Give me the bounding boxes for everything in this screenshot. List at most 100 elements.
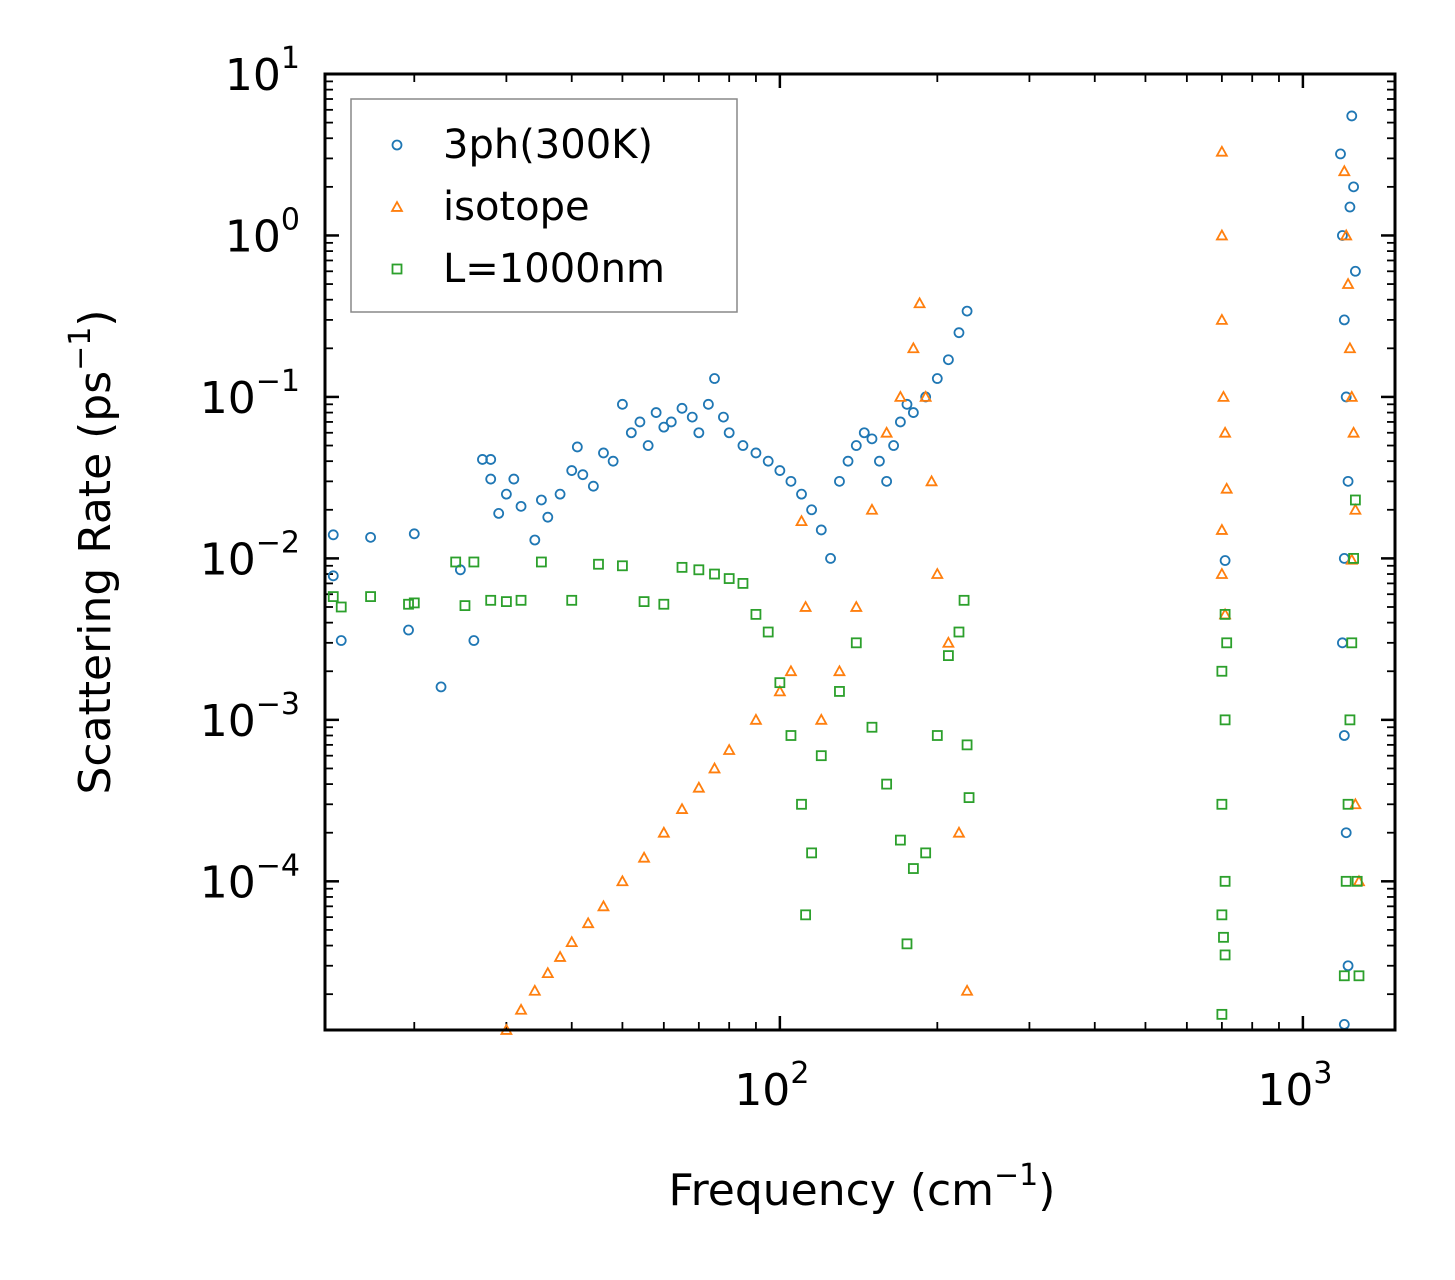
point-0-20: [566, 465, 578, 476]
point-0-62: [942, 354, 954, 366]
point-2-30: [834, 686, 845, 697]
point-0-40: [737, 440, 749, 451]
point-0-74: [1342, 960, 1354, 972]
point-0-6: [435, 681, 447, 693]
point-1-6: [581, 916, 595, 929]
point-0-23: [587, 480, 599, 492]
y-tick-label-base: 10: [225, 50, 281, 101]
point-0-65: [1335, 148, 1346, 160]
point-0-1: [327, 570, 339, 582]
point-1-34: [1215, 144, 1229, 157]
point-1-21: [832, 664, 846, 677]
point-0-24: [598, 447, 609, 459]
point-0-52: [858, 427, 870, 439]
x-axis-title-tail: ): [1038, 1165, 1055, 1216]
point-2-36: [907, 863, 919, 874]
legend-label-3ph: 3ph(300K): [443, 122, 653, 168]
point-2-62: [1351, 875, 1363, 887]
point-0-43: [774, 465, 786, 476]
y-tick-label-exp: −4: [256, 848, 300, 883]
point-2-56: [1342, 798, 1354, 810]
y-axis-title: Scattering Rate (ps−1): [63, 309, 121, 794]
point-2-16: [658, 598, 670, 610]
point-2-44: [1216, 909, 1228, 921]
point-0-10: [485, 454, 497, 465]
point-0-33: [676, 402, 688, 414]
point-1-38: [1218, 425, 1232, 438]
point-2-42: [961, 739, 973, 751]
point-0-79: [1344, 201, 1356, 213]
y-tick-label-exp: 0: [281, 202, 300, 237]
point-2-54: [1338, 970, 1350, 982]
point-2-2: [365, 591, 376, 602]
point-0-14: [508, 473, 520, 485]
point-2-15: [638, 596, 650, 608]
point-0-5: [408, 528, 420, 540]
point-1-13: [708, 761, 721, 774]
point-2-8: [485, 594, 497, 606]
point-1-25: [893, 390, 907, 402]
data-points: [327, 110, 1366, 1035]
y-tick-label-base: 10: [200, 696, 256, 747]
point-0-22: [577, 469, 589, 481]
legend: 3ph(300K) isotope L=1000nm: [350, 98, 738, 313]
x-tick-label-0: 102: [734, 1056, 809, 1116]
point-2-38: [931, 730, 943, 741]
point-1-19: [799, 600, 813, 612]
point-0-39: [723, 427, 735, 439]
point-1-37: [1217, 390, 1230, 402]
point-0-75: [1338, 1018, 1350, 1030]
point-0-0: [327, 529, 339, 541]
legend-marker-2: [391, 263, 403, 275]
point-0-49: [834, 475, 845, 487]
point-2-0: [327, 591, 339, 602]
point-1-18: [795, 514, 808, 527]
point-2-37: [920, 847, 932, 859]
point-2-39: [942, 650, 954, 662]
legend-markers: [390, 139, 404, 275]
point-0-4: [403, 624, 414, 636]
point-1-10: [657, 825, 671, 838]
point-2-47: [1216, 1008, 1228, 1020]
y-tick-label-3: 10−2: [200, 525, 300, 585]
point-0-28: [634, 416, 646, 428]
point-2-3: [403, 598, 414, 610]
point-0-45: [796, 488, 807, 500]
point-1-43: [1337, 164, 1351, 177]
legend-marker-1: [390, 200, 404, 212]
y-tick-label-exp: −3: [256, 687, 300, 722]
point-1-46: [1343, 341, 1357, 354]
point-2-40: [953, 626, 965, 638]
point-0-46: [806, 504, 818, 516]
y-tick-label-base: 10: [200, 373, 256, 424]
point-1-49: [1348, 502, 1362, 515]
point-2-25: [785, 730, 797, 741]
point-2-48: [1219, 875, 1231, 887]
y-tick-label-base: 10: [200, 534, 256, 585]
point-0-17: [535, 494, 547, 506]
point-1-48: [1347, 425, 1361, 438]
point-2-51: [1216, 665, 1228, 677]
x-tick-label-exp: 3: [1313, 1056, 1332, 1091]
point-0-37: [709, 373, 720, 384]
point-1-11: [675, 802, 689, 814]
y-tick-label-exp: −2: [256, 525, 300, 560]
point-1-28: [919, 390, 933, 402]
point-1-41: [1215, 567, 1229, 579]
point-2-31: [850, 637, 862, 649]
point-2-29: [815, 750, 827, 762]
point-0-64: [961, 305, 973, 317]
point-1-32: [952, 825, 966, 838]
point-2-59: [1348, 552, 1359, 564]
x-axis-title: Frequency (cm−1): [669, 1158, 1056, 1216]
point-1-40: [1215, 523, 1229, 535]
legend-label-l1000nm: L=1000nm: [443, 246, 665, 292]
point-2-58: [1346, 637, 1358, 649]
point-0-32: [665, 416, 677, 428]
x-tick-label-1: 103: [1257, 1056, 1332, 1116]
point-0-48: [825, 552, 836, 564]
point-0-3: [365, 531, 376, 543]
point-1-7: [596, 899, 610, 912]
point-0-35: [693, 427, 705, 439]
point-1-5: [565, 935, 579, 948]
